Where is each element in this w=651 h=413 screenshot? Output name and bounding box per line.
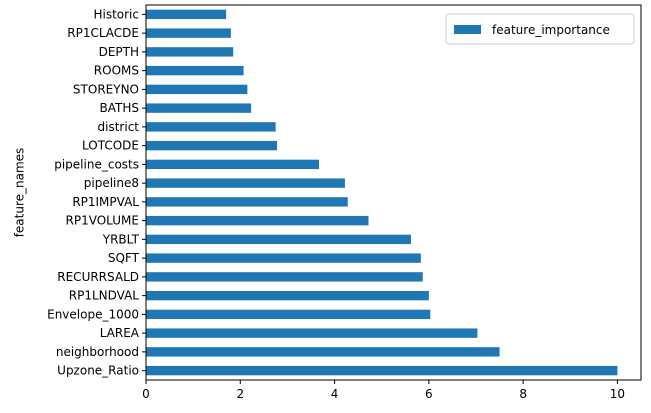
y-tick-label: pipeline_costs	[54, 157, 139, 171]
legend-series-label: feature_importance	[492, 23, 610, 37]
y-tick-label: RECURRSALD	[57, 270, 139, 284]
bar	[146, 347, 500, 357]
bar	[146, 103, 252, 113]
bars-group	[146, 9, 618, 376]
y-tick-label: RP1CLACDE	[67, 26, 139, 40]
bar	[146, 253, 421, 263]
y-axis-ticks: Upzone_Ratio neighborhood LAREA Envelope_10…	[47, 7, 146, 378]
y-tick-label: Historic	[93, 7, 139, 21]
y-tick-label: RP1IMPVAL	[72, 195, 139, 209]
y-tick-label: ROOMS	[94, 64, 139, 78]
y-tick-label: STOREYNO	[73, 82, 139, 96]
y-tick-label: LAREA	[100, 326, 140, 340]
x-tick-label: 2	[236, 387, 244, 401]
x-tick-label: 6	[425, 387, 433, 401]
y-tick-label: pipeline8	[84, 176, 139, 190]
y-tick-label: DEPTH	[99, 45, 139, 59]
x-tick-label: 0	[142, 387, 150, 401]
legend: feature_importance	[445, 13, 635, 45]
y-tick-label: LOTCODE	[82, 139, 139, 153]
y-tick-label: district	[98, 120, 140, 134]
y-tick-label: Upzone_Ratio	[57, 364, 139, 378]
y-tick-label: SQFT	[108, 251, 140, 265]
bar	[146, 84, 248, 95]
axes-frame	[145, 4, 642, 381]
bar	[146, 272, 423, 282]
legend-box	[445, 13, 635, 45]
y-tick-label: BATHS	[100, 101, 139, 115]
y-tick-label: Envelope_1000	[47, 307, 139, 321]
y-tick-label: RP1VOLUME	[66, 214, 139, 228]
y-tick-label: RP1LNDVAL	[69, 289, 140, 303]
x-axis-ticks: 0 2 4 6 8 10	[142, 380, 625, 401]
bar	[146, 365, 618, 376]
bar	[146, 140, 278, 151]
x-tick-label: 10	[610, 387, 625, 401]
bar	[146, 9, 227, 20]
bar	[146, 234, 411, 245]
bar	[146, 309, 431, 320]
y-tick-label: YRBLT	[102, 232, 140, 246]
bar	[146, 215, 369, 226]
bar	[146, 290, 429, 301]
y-tick-label: neighborhood	[56, 345, 139, 359]
bar	[146, 65, 244, 76]
bar	[146, 197, 348, 207]
bar	[146, 28, 231, 38]
bar	[146, 328, 478, 338]
x-tick-label: 4	[331, 387, 339, 401]
x-tick-label: 8	[519, 387, 527, 401]
bar	[146, 47, 234, 57]
bar	[146, 159, 320, 170]
y-axis-label: feature_names	[13, 148, 27, 238]
bar	[146, 122, 276, 132]
bar	[146, 178, 345, 188]
legend-swatch	[454, 25, 481, 34]
